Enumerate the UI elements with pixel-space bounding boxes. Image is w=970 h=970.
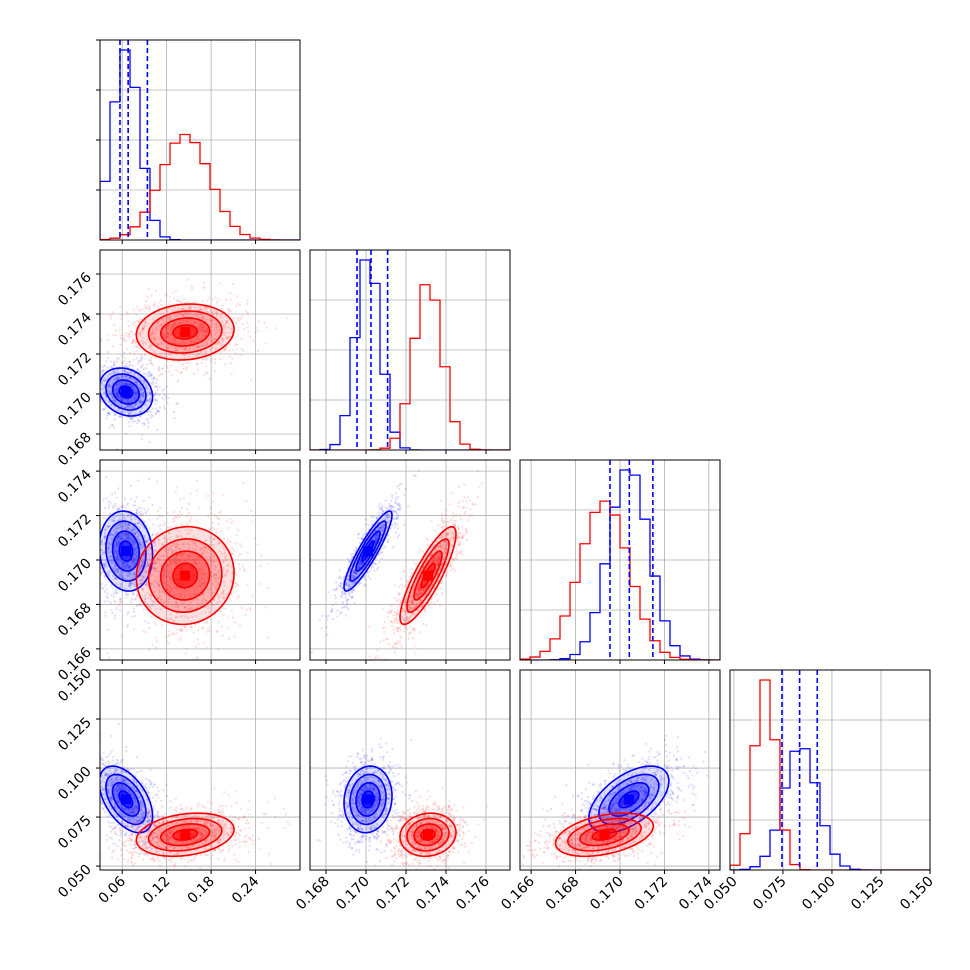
histogram-panel xyxy=(730,670,930,870)
y-tick-label: 0.172 xyxy=(55,511,95,551)
panel-frame xyxy=(309,669,511,871)
x-tick-label: 0.166 xyxy=(498,873,538,913)
y-tick-label: 0.172 xyxy=(55,350,95,390)
peak-marker-blue xyxy=(120,387,131,397)
x-tick-label: 0.170 xyxy=(587,874,627,914)
scatter-contour-panel xyxy=(310,460,510,660)
peak-marker-blue xyxy=(363,546,373,557)
peak-marker-blue xyxy=(120,794,131,805)
x-tick-label: 0.172 xyxy=(373,874,413,914)
x-tick-label: 0.100 xyxy=(799,874,839,914)
y-tick-label: 0.168 xyxy=(55,430,95,470)
y-tick-label: 0.174 xyxy=(55,309,95,349)
y-tick-label: 0.174 xyxy=(55,467,95,507)
x-tick-label: 0.176 xyxy=(453,873,493,913)
histogram-red xyxy=(100,133,300,240)
y-tick-label: 0.176 xyxy=(55,269,95,309)
peak-marker-blue xyxy=(120,546,131,557)
y-tick-label: 0.170 xyxy=(55,556,95,596)
panel-frame xyxy=(309,459,511,661)
peak-marker-blue xyxy=(623,794,634,805)
x-tick-label: 0.168 xyxy=(543,874,583,914)
histogram-panel xyxy=(310,250,510,450)
scatter-contour-panel xyxy=(520,670,720,870)
x-tick-label: 0.18 xyxy=(185,874,218,907)
x-tick-label: 0.172 xyxy=(632,874,672,914)
x-tick-label: 0.125 xyxy=(848,874,888,914)
y-tick-label: 0.100 xyxy=(55,764,95,804)
panel-frame xyxy=(309,249,511,451)
x-tick-label: 0.12 xyxy=(140,874,173,907)
scatter-contour-panel xyxy=(100,670,300,870)
peak-marker-red xyxy=(180,829,191,840)
panel-frame xyxy=(99,249,301,451)
scatter-points-red xyxy=(100,479,270,660)
panel-frame xyxy=(729,669,931,871)
peak-marker-blue xyxy=(363,794,373,805)
y-tick-label: 0.125 xyxy=(55,715,95,755)
y-tick-label: 0.050 xyxy=(55,862,95,902)
scatter-contour-panel xyxy=(100,460,300,660)
histogram-panel xyxy=(520,460,720,660)
peak-marker-red xyxy=(423,829,433,840)
x-tick-label: 0.06 xyxy=(96,873,129,906)
x-tick-label: 0.150 xyxy=(897,874,937,914)
peak-marker-red xyxy=(180,327,191,337)
x-tick-label: 0.170 xyxy=(333,874,373,914)
scatter-contour-panel xyxy=(100,250,300,450)
histogram-panel xyxy=(100,40,300,240)
x-tick-label: 0.075 xyxy=(750,874,790,914)
peak-marker-red xyxy=(423,570,433,581)
y-tick-label: 0.168 xyxy=(55,600,95,640)
x-tick-label: 0.168 xyxy=(293,874,333,914)
peak-marker-red xyxy=(180,570,191,581)
scatter-contour-panel xyxy=(310,670,510,870)
y-tick-label: 0.170 xyxy=(55,390,95,430)
y-tick-label: 0.075 xyxy=(55,813,95,853)
histogram-blue xyxy=(730,748,930,870)
panel-frame xyxy=(99,669,301,871)
histogram-blue xyxy=(310,259,510,450)
x-tick-label: 0.24 xyxy=(229,873,262,906)
x-tick-label: 0.174 xyxy=(413,873,453,913)
peak-marker-red xyxy=(599,829,610,840)
histogram-red xyxy=(520,500,720,660)
scatter-points-blue xyxy=(546,734,709,863)
